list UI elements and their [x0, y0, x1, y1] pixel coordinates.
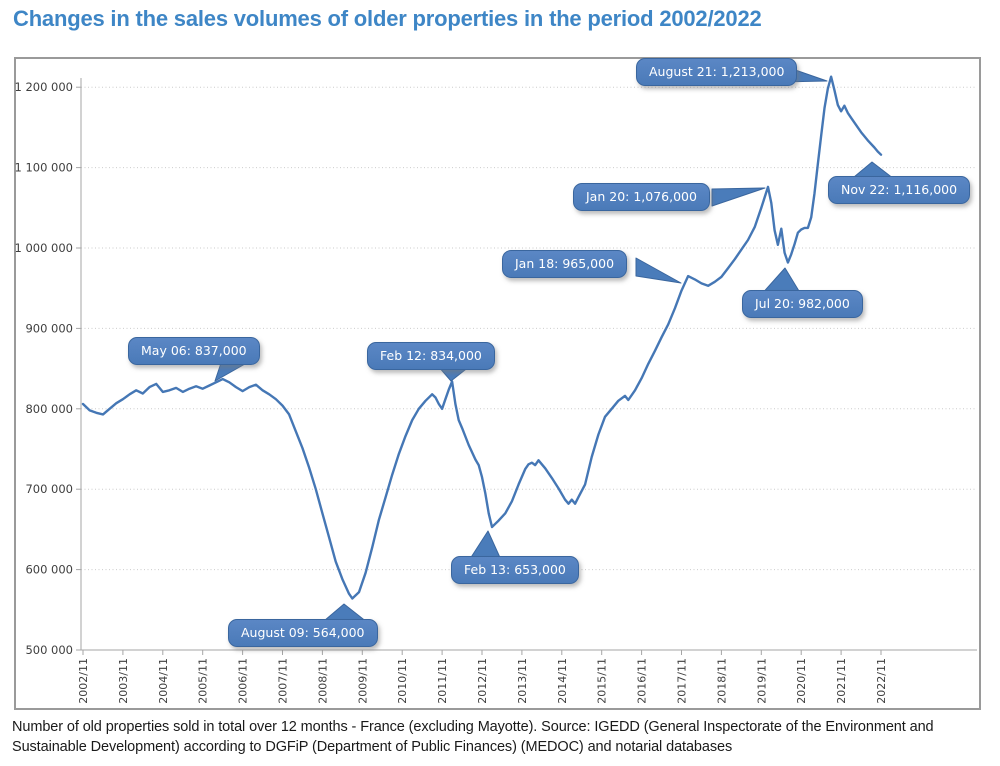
source-note-line1: Number of old properties sold in total o…: [12, 719, 934, 735]
annotation-feb-12: Feb 12: 834,000: [367, 342, 495, 370]
annotation-august-09: August 09: 564,000: [228, 619, 378, 647]
annotation-august-21: August 21: 1,213,000: [636, 58, 798, 86]
annotation-nov-22: Nov 22: 1,116,000: [828, 176, 971, 204]
source-note-line2: Sustainable Development) according to DG…: [12, 739, 733, 755]
annotation-jul-20: Jul 20: 982,000: [742, 290, 863, 318]
annotation-jan-20: Jan 20: 1,076,000: [573, 183, 710, 211]
chart-title: Changes in the sales volumes of older pr…: [13, 6, 762, 31]
source-note: Number of old properties sold in total o…: [12, 717, 987, 757]
chart-plot-area: [14, 57, 981, 710]
annotation-feb-13: Feb 13: 653,000: [451, 556, 579, 584]
annotation-may-06: May 06: 837,000: [128, 337, 260, 365]
annotation-jan-18: Jan 18: 965,000: [502, 250, 628, 278]
